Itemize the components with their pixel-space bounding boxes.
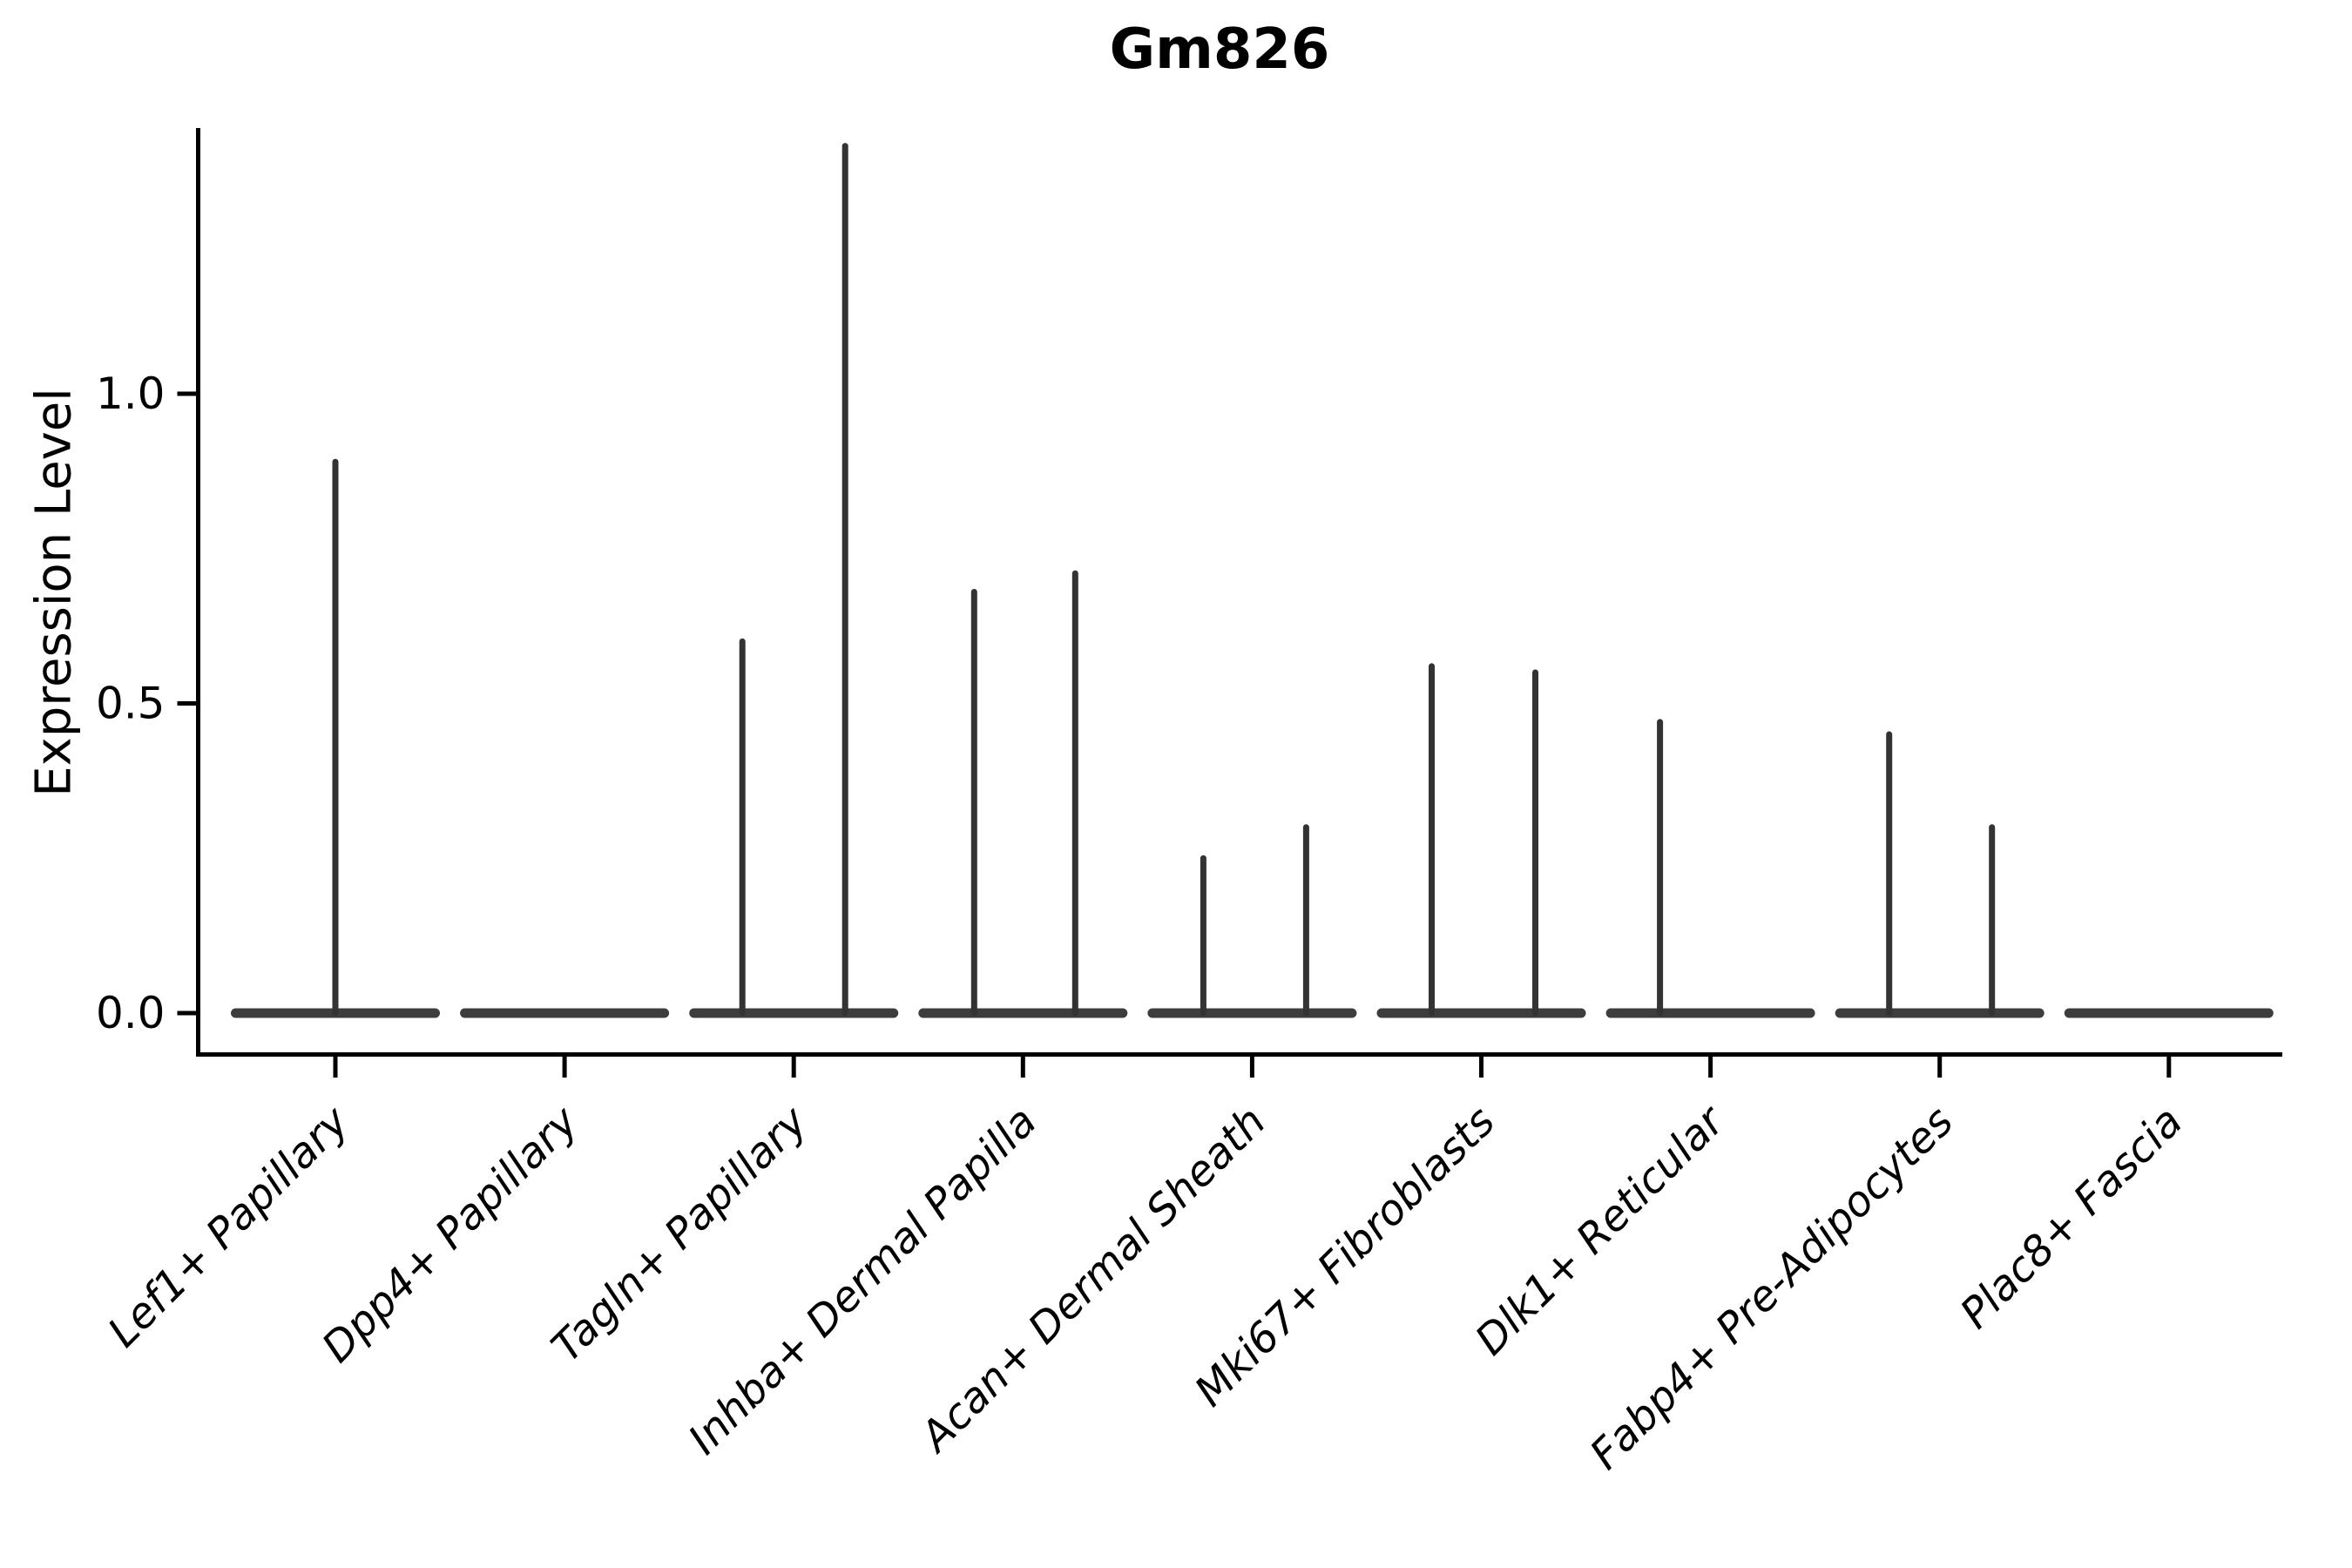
violin-base (1835, 1008, 2044, 1018)
violin-base (918, 1008, 1128, 1018)
violin-base (1376, 1008, 1586, 1018)
y-axis-label: Expression Level (25, 388, 83, 797)
x-tick-label: Plac8+ Fascia (1951, 1097, 2193, 1338)
violin-base (2064, 1008, 2274, 1018)
violin-base (1147, 1008, 1357, 1018)
y-tick-label: 1.0 (96, 368, 166, 419)
violin-base (689, 1008, 899, 1018)
y-tick-label: 0.5 (96, 679, 166, 729)
x-tick-label: Dlk1+ Reticular (1466, 1095, 1736, 1365)
y-tick-label: 0.0 (96, 988, 166, 1038)
plot-title: Gm826 (1109, 17, 1330, 82)
x-tick-label: Tagln+ Papillary (542, 1097, 817, 1372)
x-tick-label: Lef1+ Papillary (98, 1097, 359, 1357)
x-tick-label: Dpp4+ Papillary (313, 1097, 588, 1372)
x-tick-label: Fabp4+ Pre-Adipocytes (1581, 1097, 1963, 1479)
violin-base (460, 1008, 670, 1018)
violin-base (1605, 1008, 1815, 1018)
